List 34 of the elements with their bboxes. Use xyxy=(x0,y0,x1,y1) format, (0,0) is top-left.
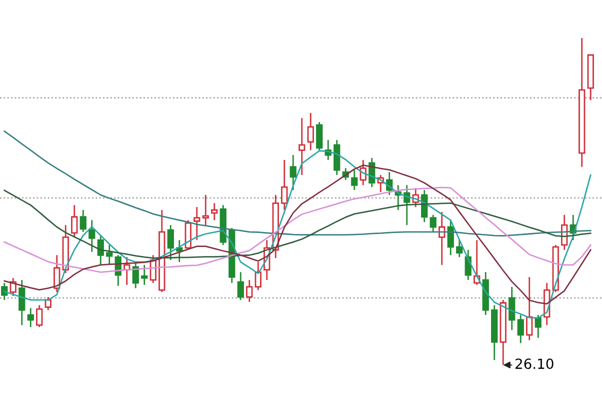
candlestick xyxy=(290,154,296,191)
candlestick xyxy=(10,277,16,297)
annotation: 26.10 xyxy=(516,358,554,370)
candlestick xyxy=(80,209,86,233)
candlestick xyxy=(307,112,314,151)
candlestick xyxy=(430,214,436,233)
candlestick xyxy=(88,219,96,253)
candlestick xyxy=(211,202,218,221)
candlestick xyxy=(517,314,524,344)
candlestick xyxy=(141,264,148,286)
candlestick xyxy=(316,121,323,151)
candlestick xyxy=(71,204,78,238)
candlestick xyxy=(106,244,113,266)
candlestick xyxy=(351,169,358,191)
candlestick xyxy=(44,296,52,311)
candlestick xyxy=(194,206,200,241)
candlestick xyxy=(526,276,533,341)
candlestick xyxy=(36,304,43,328)
candlestick xyxy=(254,261,262,291)
candlestick xyxy=(27,307,34,328)
candlestick xyxy=(167,224,174,261)
candlestick xyxy=(18,279,26,326)
candlestick xyxy=(281,159,288,211)
candlestick xyxy=(1,282,8,301)
candlestick xyxy=(298,117,306,176)
candlestick xyxy=(246,279,253,303)
candlestick xyxy=(456,239,463,258)
candlestick xyxy=(97,234,104,266)
candlestick xyxy=(534,314,542,339)
candlestick xyxy=(237,271,244,301)
candlestick xyxy=(202,194,209,226)
candlestick xyxy=(447,219,454,256)
candlestick xyxy=(508,286,516,331)
candlestick xyxy=(54,254,60,293)
